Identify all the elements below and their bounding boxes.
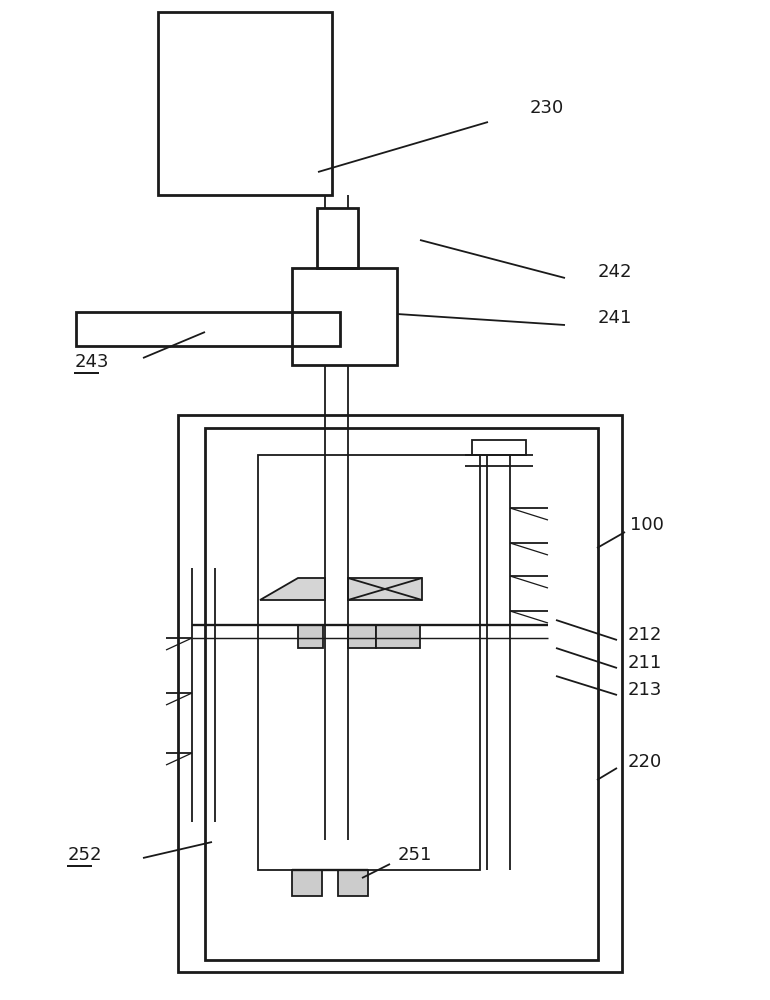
Text: 241: 241 — [598, 309, 632, 327]
Bar — [158, 12, 332, 195]
Text: 220: 220 — [628, 753, 662, 771]
Bar — [178, 415, 622, 972]
Bar — [472, 440, 526, 455]
Text: 251: 251 — [398, 846, 433, 864]
Polygon shape — [260, 578, 325, 600]
Bar — [76, 312, 340, 346]
Text: 211: 211 — [628, 654, 662, 672]
Text: 100: 100 — [630, 516, 664, 534]
Text: 213: 213 — [628, 681, 662, 699]
Text: 243: 243 — [75, 353, 109, 371]
Bar — [205, 428, 598, 960]
Polygon shape — [348, 578, 422, 600]
Bar — [317, 208, 358, 268]
Bar — [292, 268, 397, 365]
Bar — [338, 870, 368, 896]
Bar — [292, 870, 322, 896]
Bar — [376, 625, 420, 648]
Bar — [298, 625, 323, 648]
Text: 242: 242 — [598, 263, 632, 281]
Bar — [348, 625, 376, 648]
Text: 230: 230 — [530, 99, 564, 117]
Text: 252: 252 — [68, 846, 102, 864]
Text: 212: 212 — [628, 626, 662, 644]
Bar — [258, 455, 480, 870]
